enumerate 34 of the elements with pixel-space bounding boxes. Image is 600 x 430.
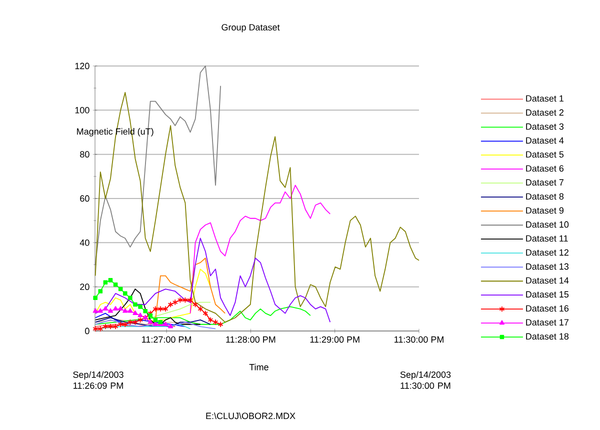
legend-label: Dataset 10 [526, 221, 569, 228]
legend-label: Dataset 2 [526, 109, 564, 116]
y-tick-label: 40 [80, 239, 90, 246]
x-axis-title: Time [249, 364, 268, 370]
x-tick-label: 11:28:00 PM [226, 336, 276, 343]
legend-label: Dataset 11 [526, 235, 568, 242]
legend-label: Dataset 6 [526, 165, 564, 172]
legend-label: Dataset 7 [526, 179, 564, 186]
y-tick-label: 100 [75, 106, 90, 114]
x-tick-label: 11:27:00 PM [142, 336, 191, 343]
text: Sep/14/2003 11:26:09 PM [73, 371, 124, 389]
text: E:\CLUJ\OBOR2.MDX [206, 412, 296, 420]
legend-label: Dataset 16 [526, 305, 569, 312]
legend-label: Dataset 5 [526, 151, 564, 158]
legend-label: Dataset 17 [526, 319, 568, 326]
legend-label: Dataset 12 [526, 249, 568, 256]
legend-label: Dataset 3 [526, 123, 564, 130]
legend-label: Dataset 18 [526, 333, 569, 340]
x-tick-label: 11:29:00 PM [310, 336, 360, 343]
text: Sep/14/2003 11:30:00 PM [400, 371, 451, 389]
legend-label: Dataset 9 [526, 207, 564, 214]
legend-label: Dataset 8 [526, 193, 564, 200]
y-tick-label: 80 [80, 151, 90, 158]
legend-label: Dataset 13 [526, 263, 569, 270]
y-tick-label: 20 [80, 284, 90, 290]
legend-label: Dataset 15 [526, 291, 569, 298]
x-tick-label: 11:30:00 PM [394, 336, 444, 343]
legend-label: Dataset 1 [526, 95, 564, 102]
chart-title: Group Dataset [222, 24, 280, 32]
legend-label: Dataset 4 [526, 137, 564, 144]
y-tick-label: 0 [85, 328, 90, 334]
y-tick-label: 60 [80, 195, 90, 202]
y-tick-label: 120 [75, 62, 90, 70]
legend-label: Dataset 14 [526, 277, 569, 284]
